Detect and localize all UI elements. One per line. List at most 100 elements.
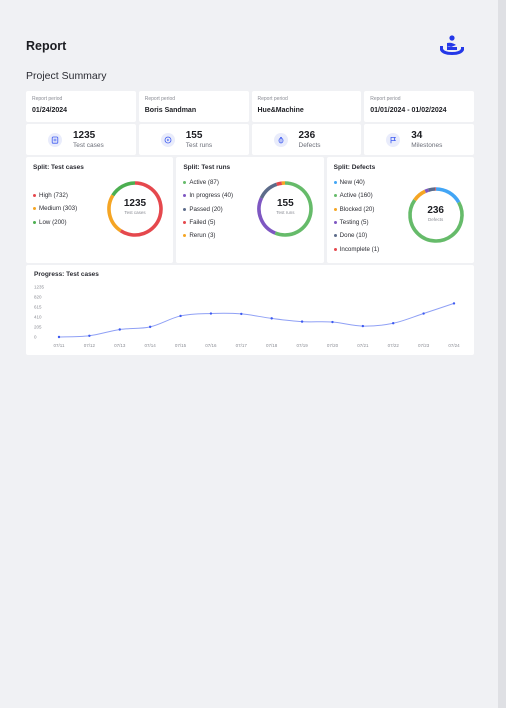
progress-line-chart: 1235 820 615 410 205 0 07/11 07/12 07/13 07/14 07/…	[34, 285, 460, 349]
section-title: Project Summary	[26, 70, 107, 82]
play-icon	[160, 132, 175, 147]
legend-label: Low (200)	[39, 218, 67, 226]
legend-item: Blocked (20)	[333, 203, 380, 216]
y-tick-label: 0	[34, 335, 37, 340]
legend-dot	[333, 207, 337, 211]
info-value: Hue&Machine	[257, 107, 304, 114]
stat-value: 236	[298, 129, 316, 141]
data-point	[118, 328, 121, 331]
donut-segment	[427, 187, 436, 192]
info-row: Report period 01/24/2024 Report period B…	[26, 91, 474, 122]
legend-item: In progress (40)	[183, 189, 233, 202]
person-bow-logo-icon	[440, 35, 464, 55]
x-tick-label: 07/23	[418, 343, 430, 348]
info-label: Report period	[257, 96, 288, 102]
donut-value: 155	[276, 198, 294, 209]
legend-label: Incomplete (1)	[339, 245, 380, 253]
donut-segment	[412, 189, 426, 202]
x-tick-label: 07/16	[205, 343, 217, 348]
donut-chart: 1235 Test cases	[105, 179, 165, 239]
legend-dot	[333, 181, 337, 185]
legend-label: Failed (5)	[189, 219, 216, 227]
stat-value: 155	[185, 129, 203, 141]
legend-dot	[333, 247, 337, 251]
x-tick-label: 07/14	[145, 343, 157, 348]
x-tick-label: 07/12	[84, 343, 96, 348]
report-header: Report	[26, 35, 466, 58]
info-card: Report period Hue&Machine	[251, 91, 362, 122]
y-tick-label: 205	[34, 325, 42, 330]
data-point	[209, 312, 213, 315]
stat-card-defects: 236 Defects	[251, 124, 362, 155]
legend-item: Failed (5)	[183, 216, 233, 229]
data-point	[392, 322, 395, 325]
x-tick-label: 07/20	[327, 343, 339, 348]
info-label: Report period	[370, 96, 401, 102]
data-point	[422, 312, 425, 315]
info-value: Boris Sandman	[144, 107, 197, 114]
legend-dot	[333, 194, 337, 198]
data-point	[148, 325, 152, 329]
legend-dot	[183, 234, 187, 238]
splits-row: Split: Test cases High (732) Medium (303…	[26, 157, 474, 263]
donut-segment	[435, 187, 460, 204]
stat-card-test-runs: 155 Test runs	[138, 124, 249, 155]
donut-segment	[274, 181, 314, 237]
donut-chart: 155 Test runs	[255, 179, 315, 239]
legend-item: New (40)	[333, 176, 380, 189]
data-point	[179, 314, 182, 318]
legend-dot	[33, 207, 36, 211]
donut-chart: 236 Defects	[406, 185, 466, 245]
stat-label: Test cases	[73, 141, 104, 149]
test-case-icon	[48, 132, 62, 147]
split-card-test-runs: Split: Test runs Active (87) In progress…	[176, 157, 324, 263]
info-label: Report period	[144, 96, 176, 102]
donut-label: Defects	[428, 217, 444, 222]
donut-segment	[260, 182, 278, 199]
info-value: 01/01/2024 - 01/02/2024	[370, 107, 447, 114]
data-point	[452, 302, 456, 305]
legend-dot	[183, 181, 187, 185]
progress-title: Progress: Test cases	[34, 271, 99, 278]
info-card: Report period 01/24/2024	[26, 91, 136, 122]
split-card-test-cases: Split: Test cases High (732) Medium (303…	[26, 157, 174, 263]
page-title: Report	[26, 39, 67, 53]
data-point	[57, 335, 61, 339]
donut-segment	[407, 199, 464, 243]
page-scrollbar[interactable]	[498, 0, 506, 708]
split-title: Split: Test runs	[183, 164, 231, 171]
legend-dot	[33, 194, 36, 198]
x-tick-label: 07/18	[266, 343, 278, 348]
progress-card: Progress: Test cases 1235 820 615 410 205 0 07…	[26, 265, 474, 355]
legend-label: Passed (20)	[189, 205, 223, 213]
x-tick-label: 07/19	[296, 343, 308, 348]
legend-label: Active (160)	[339, 192, 373, 200]
donut-value: 236	[427, 205, 444, 216]
split-legend: Active (87) In progress (40) Passed (20)…	[183, 176, 233, 242]
data-point	[300, 320, 304, 323]
legend-item: Testing (5)	[333, 216, 380, 229]
legend-item: Rerun (3)	[183, 229, 233, 242]
legend-label: Rerun (3)	[189, 232, 216, 240]
info-label: Report period	[32, 96, 63, 102]
legend-label: Active (87)	[189, 179, 219, 187]
legend-label: Done (10)	[339, 232, 368, 240]
legend-label: High (732)	[39, 192, 68, 200]
donut-segment	[257, 197, 277, 235]
legend-dot	[183, 207, 187, 211]
y-tick-label: 410	[34, 315, 42, 320]
legend-item: Medium (303)	[33, 202, 77, 215]
legend-item: Active (87)	[183, 176, 233, 189]
y-tick-label: 615	[34, 305, 42, 310]
legend-dot	[183, 221, 187, 225]
legend-label: Testing (5)	[339, 219, 369, 227]
split-title: Split: Defects	[333, 164, 376, 171]
legend-item: Done (10)	[333, 229, 380, 242]
split-legend: New (40) Active (160) Blocked (20) Testi…	[333, 176, 380, 256]
x-tick-label: 07/15	[175, 343, 187, 348]
stat-card-test-cases: 1235 Test cases	[26, 124, 136, 155]
legend-dot	[333, 234, 337, 238]
legend-item: Incomplete (1)	[333, 242, 380, 255]
flag-icon	[386, 132, 401, 147]
split-card-defects: Split: Defects New (40) Active (160) Blo…	[326, 157, 474, 263]
